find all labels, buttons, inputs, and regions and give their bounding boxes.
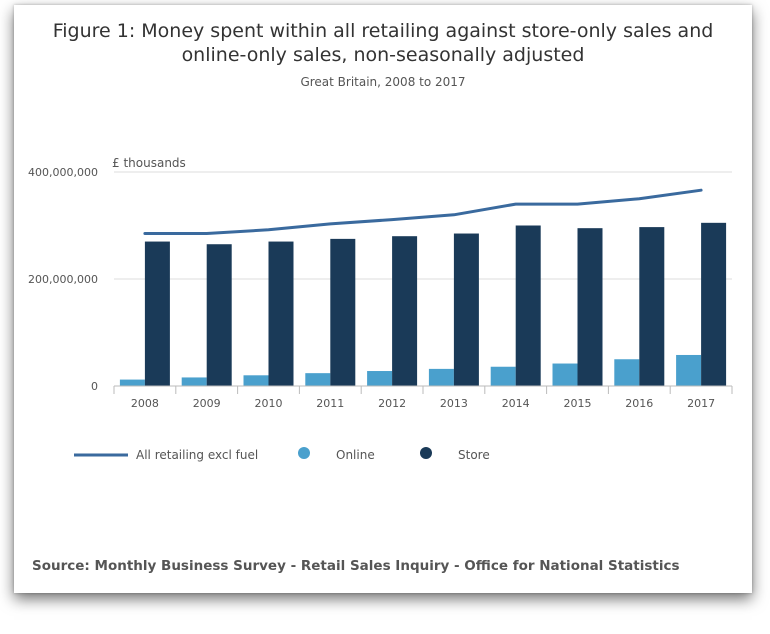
bar-store (701, 222, 727, 386)
y-axis-label: £ thousands (112, 156, 186, 170)
chart-card: Figure 1: Money spent within all retaili… (14, 5, 752, 593)
bar-online (367, 371, 393, 386)
bar-store (515, 225, 541, 386)
x-tick-label: 2010 (255, 397, 283, 410)
chart-subtitle: Great Britain, 2008 to 2017 (300, 75, 466, 89)
bar-online (552, 363, 578, 386)
bar-online (305, 373, 331, 386)
legend-online-dot (298, 447, 310, 459)
legend-label: Online (336, 448, 375, 462)
bar-online (614, 359, 640, 386)
bar-store (577, 228, 603, 386)
bar-store (206, 244, 232, 386)
x-tick-label: 2014 (502, 397, 530, 410)
source-note: Source: Monthly Business Survey - Retail… (32, 558, 680, 574)
bar-store (392, 236, 418, 386)
bar-online (428, 368, 454, 386)
y-tick-label: 200,000,000 (28, 273, 98, 286)
x-tick-label: 2008 (131, 397, 159, 410)
bar-online (181, 377, 207, 386)
bar-online (676, 354, 702, 386)
chart-svg: 0 200,000,000 400,000,000 £ thousands 2008 20… (28, 156, 733, 462)
legend-label: All retailing excl fuel (136, 448, 258, 462)
series-line-all-retailing (143, 188, 703, 236)
x-tick-label: 2013 (440, 397, 468, 410)
bar-store (453, 233, 479, 386)
x-tick-label: 2009 (193, 397, 221, 410)
bar-store (330, 238, 356, 386)
x-tick-label: 2012 (378, 397, 406, 410)
x-tick-label: 2011 (316, 397, 344, 410)
x-tick-label: 2017 (687, 397, 715, 410)
x-tick-label: 2015 (564, 397, 592, 410)
x-tick-label: 2016 (625, 397, 653, 410)
y-tick-label: 400,000,000 (28, 166, 98, 179)
bar-store (639, 227, 665, 386)
bar-online (119, 379, 145, 386)
y-tick-label: 0 (91, 380, 98, 393)
bar-online (243, 375, 269, 386)
bar-store (268, 241, 294, 386)
bar-online (490, 366, 516, 386)
chart-title: Figure 1: Money spent within all retaili… (52, 20, 714, 66)
legend-label: Store (458, 448, 490, 462)
legend-store-dot (420, 447, 432, 459)
bar-store (144, 241, 170, 386)
